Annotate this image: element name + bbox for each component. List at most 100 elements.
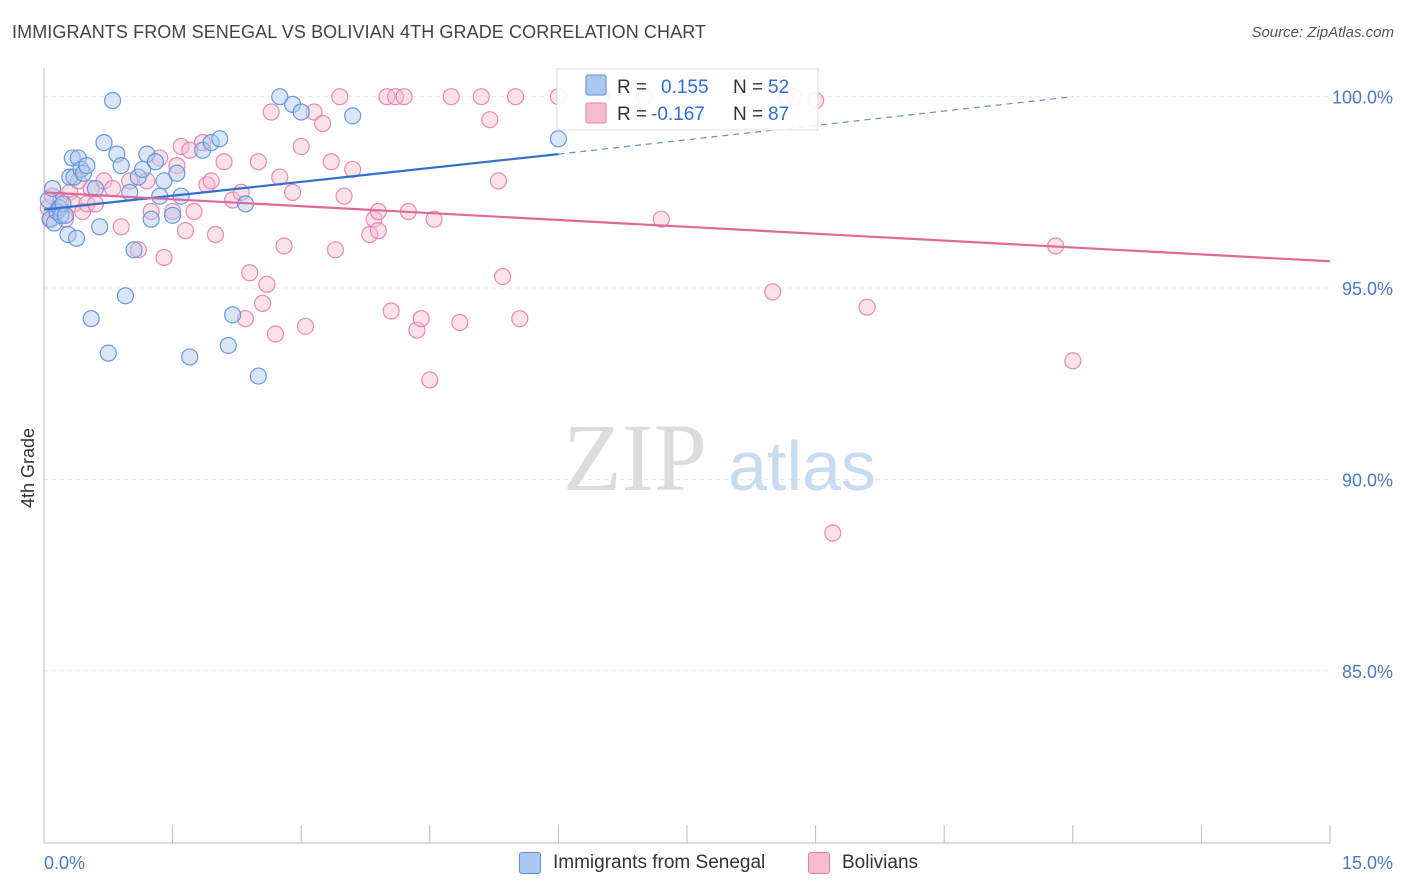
watermark-atlas: atlas [728, 427, 876, 505]
legend-label-bolivians: Bolivians [842, 852, 919, 873]
x-tick-labels: 0.0% 15.0% [44, 853, 1393, 873]
bolivians-point [258, 275, 276, 293]
stats-n-label-senegal: N = [733, 77, 763, 98]
senegal-point [78, 156, 96, 175]
bolivians-point [326, 241, 345, 259]
senegal-point [95, 134, 113, 152]
stats-n-value-bolivians: 87 [768, 104, 789, 125]
senegal-point [99, 344, 117, 362]
senegal-point [103, 91, 122, 110]
y-tick-label: 90.0% [1342, 470, 1393, 490]
y-tick-labels: 100.0% 95.0% 90.0% 85.0% [1332, 88, 1393, 682]
bolivians-point [425, 210, 443, 228]
stats-r-value-senegal: 0.155 [661, 77, 709, 98]
bolivians-point [472, 88, 490, 106]
bolivians-point [421, 371, 439, 389]
legend-item-senegal[interactable]: Immigrants from Senegal [519, 852, 765, 874]
senegal-point [67, 229, 86, 247]
senegal-point [549, 130, 568, 148]
senegal-point [344, 107, 362, 125]
stats-r-value-bolivians: -0.167 [651, 104, 705, 125]
stats-n-label-bolivians: N = [733, 104, 763, 125]
bolivians-point [1064, 352, 1082, 370]
y-tick-label: 100.0% [1332, 88, 1393, 108]
senegal-trend-line [43, 153, 559, 211]
bolivians-point [206, 225, 225, 244]
senegal-point [271, 88, 289, 106]
senegal-point [211, 130, 229, 148]
chart-source: Source: ZipAtlas.com [1251, 24, 1394, 41]
senegal-point [181, 348, 199, 366]
bolivians-point [858, 298, 876, 316]
bolivians-point [236, 310, 255, 328]
senegal-point [292, 103, 310, 121]
bolivians-point [331, 88, 349, 106]
senegal-point [91, 218, 109, 236]
bolivians-point [481, 111, 499, 129]
bolivians-point [129, 241, 147, 259]
watermark: ZIP atlas [563, 404, 876, 511]
senegal-point [116, 287, 135, 305]
senegal-point [63, 149, 81, 167]
bolivians-point [344, 160, 362, 179]
senegal-point [168, 164, 186, 182]
bolivians-point [164, 202, 182, 221]
bolivians-point [369, 222, 387, 240]
bolivians-point [494, 267, 512, 286]
stats-r-label-bolivians: R = [617, 104, 647, 125]
bolivians-point [489, 172, 507, 190]
stats-swatch-senegal [585, 74, 607, 96]
senegal-point [59, 225, 77, 244]
legend-swatch-senegal [519, 852, 541, 874]
senegal-point [125, 241, 143, 259]
bolivians-point [172, 137, 190, 156]
bolivians-point [451, 313, 469, 332]
bolivians-point [506, 88, 525, 106]
bolivians-point [652, 210, 670, 228]
bolivians-point [322, 153, 340, 171]
bolivians-point [305, 103, 323, 121]
axes [43, 68, 1331, 844]
x-tick-label: 15.0% [1342, 853, 1393, 873]
stats-r-label-senegal: R = [617, 77, 647, 98]
bolivians-point [335, 187, 353, 205]
bolivians-point [155, 248, 173, 267]
legend-item-bolivians[interactable]: Bolivians [808, 852, 918, 874]
senegal-point [56, 206, 75, 224]
y-tick-label: 85.0% [1342, 662, 1393, 682]
chart-title: IMMIGRANTS FROM SENEGAL VS BOLIVIAN 4TH … [12, 22, 707, 42]
bolivians-point [262, 103, 280, 121]
bolivians-point [254, 294, 272, 312]
bolivians-point [296, 317, 315, 335]
x-tick-label: 0.0% [44, 853, 85, 873]
stats-swatch-bolivians [585, 102, 607, 124]
senegal-point [224, 306, 242, 324]
watermark-zip: ZIP [563, 404, 707, 511]
bolivians-point [185, 202, 203, 221]
senegal-point [155, 172, 173, 190]
senegal-point [86, 179, 105, 198]
bolivians-point [249, 153, 267, 171]
bolivians-point [241, 264, 259, 282]
bolivians-point [284, 183, 302, 201]
senegal-point [249, 367, 267, 385]
senegal-point [146, 153, 165, 171]
bolivians-point [176, 222, 195, 240]
senegal-point [112, 156, 130, 175]
senegal-point [164, 206, 182, 224]
bolivians-trend-line [43, 191, 1331, 263]
legend-label-senegal: Immigrants from Senegal [553, 852, 766, 873]
senegal-point [202, 134, 220, 152]
senegal-points [39, 88, 568, 385]
grid-lines [44, 96, 1330, 672]
bolivians-points [39, 88, 1082, 542]
bolivians-point [764, 283, 782, 301]
senegal-point [142, 210, 160, 228]
legend-swatch-bolivians [808, 852, 830, 874]
bolivians-point [412, 310, 430, 328]
bolivians-point [112, 218, 130, 236]
bolivians-point [202, 172, 220, 190]
bolivians-point [395, 88, 413, 106]
senegal-point [82, 310, 100, 328]
senegal-point [219, 336, 237, 355]
